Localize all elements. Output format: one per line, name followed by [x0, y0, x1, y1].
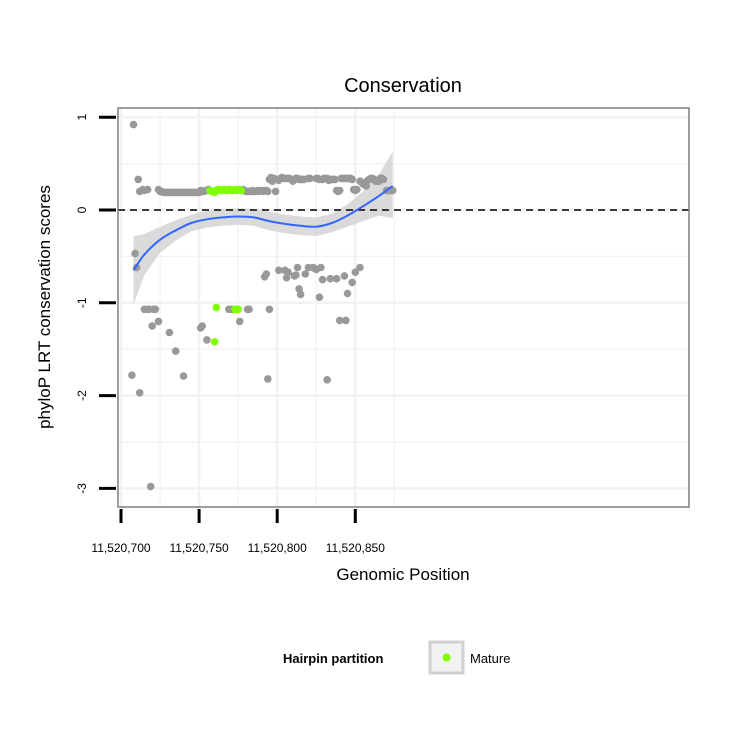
point-other — [203, 336, 211, 344]
point-other — [265, 305, 274, 314]
x-axis: 11,520,700 11,520,750 11,520,800 11,520,850 — [91, 509, 385, 555]
chart-title: Conservation — [344, 75, 462, 97]
point-other — [389, 186, 397, 195]
y-tick-label: -1 — [75, 297, 89, 308]
point-other — [301, 270, 310, 278]
loess-line — [132, 185, 394, 271]
point-other — [335, 186, 344, 195]
point-other — [198, 322, 206, 330]
plot-panel — [117, 107, 690, 508]
point-other — [131, 249, 139, 258]
y-tick-label: 1 — [75, 114, 89, 121]
point-other — [129, 120, 138, 129]
legend-key-mature-dot — [442, 653, 451, 662]
data-points — [128, 120, 397, 491]
point-other — [343, 289, 352, 298]
point-mature — [212, 303, 221, 312]
point-other — [271, 187, 280, 196]
legend-key — [428, 640, 465, 675]
point-other — [332, 274, 341, 283]
point-other — [128, 371, 136, 380]
y-axis: 1 0 -1 -2 -3 — [75, 114, 116, 494]
point-other — [135, 389, 144, 397]
point-other — [353, 185, 361, 194]
point-other — [171, 347, 180, 355]
confidence-band — [133, 151, 393, 305]
point-other — [235, 317, 244, 326]
point-other — [306, 174, 314, 183]
point-other — [148, 322, 156, 330]
smooth-confidence-band — [133, 151, 393, 305]
point-other — [179, 372, 188, 380]
point-other — [348, 278, 357, 287]
x-tick-label: 11,520,700 — [91, 541, 150, 555]
point-other — [335, 316, 344, 325]
point-other — [293, 263, 302, 272]
x-axis-title: Genomic Position — [336, 565, 469, 584]
point-other — [331, 175, 339, 184]
point-other — [143, 185, 152, 194]
x-tick-label: 11,520,750 — [170, 541, 229, 555]
y-tick-label: 0 — [75, 206, 89, 213]
point-mature — [210, 338, 219, 346]
point-other — [340, 272, 349, 280]
point-other — [342, 316, 350, 325]
x-tick-label: 11,520,850 — [326, 541, 385, 555]
point-mature — [234, 305, 242, 314]
panel-background — [118, 108, 689, 507]
point-other — [264, 375, 272, 383]
point-other — [296, 290, 305, 299]
point-other — [326, 274, 335, 283]
point-other — [292, 271, 300, 279]
point-other — [284, 268, 292, 277]
legend-title: Hairpin partition — [283, 651, 383, 666]
y-tick-label: -2 — [75, 390, 89, 401]
point-other — [275, 266, 283, 275]
point-other — [146, 482, 155, 491]
x-tick-label: 11,520,800 — [248, 541, 307, 555]
legend: Hairpin partition Mature — [283, 640, 510, 675]
point-mature — [237, 186, 246, 195]
point-other — [264, 187, 272, 196]
y-tick-label: -3 — [75, 483, 89, 494]
point-other — [262, 270, 271, 278]
point-other — [379, 175, 388, 184]
point-other — [151, 305, 160, 314]
gridlines — [118, 108, 689, 507]
point-other — [351, 268, 360, 277]
point-other — [348, 175, 357, 184]
point-other — [134, 175, 142, 184]
point-other — [165, 328, 174, 337]
point-other — [356, 263, 364, 272]
point-other — [245, 305, 253, 314]
point-other — [154, 317, 163, 326]
legend-label-mature: Mature — [470, 651, 510, 666]
point-other — [315, 293, 324, 302]
panel-border — [117, 107, 690, 508]
point-other — [317, 263, 325, 272]
point-other — [323, 376, 332, 384]
smooth-trend — [132, 185, 394, 271]
point-other — [318, 275, 327, 284]
y-axis-title: phyloP LRT conservation scores — [35, 185, 54, 429]
